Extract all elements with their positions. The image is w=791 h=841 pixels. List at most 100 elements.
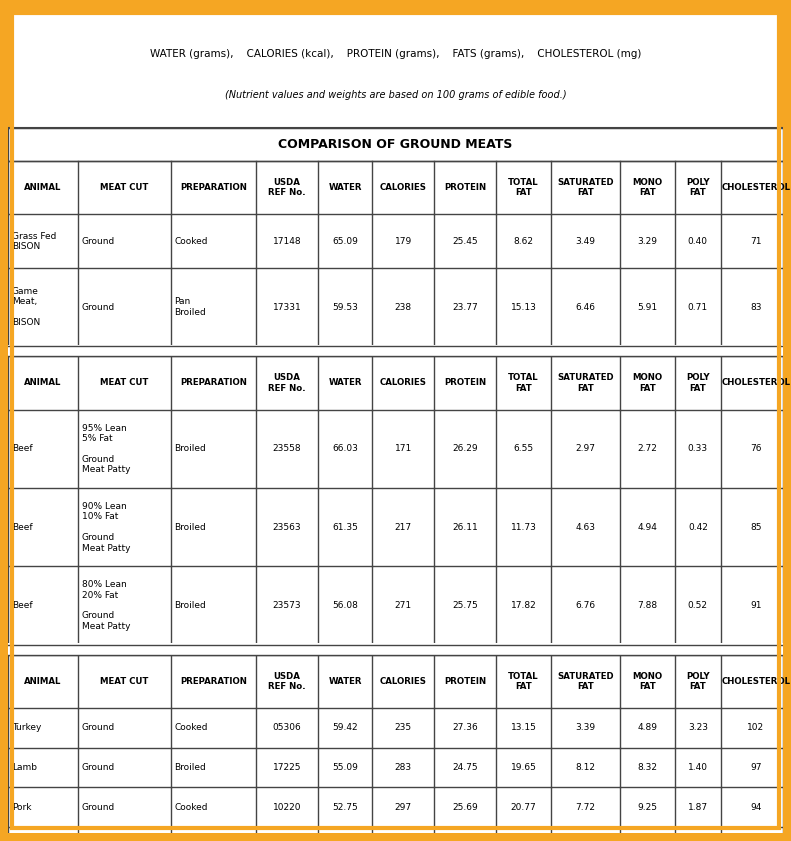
Text: 23558: 23558 <box>273 444 301 453</box>
Bar <box>434 410 496 488</box>
Text: 3.29: 3.29 <box>638 236 657 246</box>
Bar <box>620 214 675 268</box>
Bar <box>434 827 496 841</box>
Bar <box>721 708 791 748</box>
Text: CALORIES: CALORIES <box>380 183 427 193</box>
Text: Broiled: Broiled <box>175 763 206 772</box>
Bar <box>675 566 721 645</box>
Text: TOTAL
FAT: TOTAL FAT <box>508 672 539 691</box>
Text: Broiled: Broiled <box>175 601 206 610</box>
Text: 238: 238 <box>395 303 412 312</box>
Bar <box>721 748 791 787</box>
Bar <box>373 488 434 566</box>
Text: 0.52: 0.52 <box>688 601 708 610</box>
Bar <box>551 268 620 346</box>
Text: PROTEIN: PROTEIN <box>445 378 486 388</box>
Bar <box>373 654 434 708</box>
Bar <box>551 161 620 214</box>
Text: 17331: 17331 <box>273 303 301 312</box>
Text: (Nutrient values and weights are based on 100 grams of edible food.): (Nutrient values and weights are based o… <box>225 90 566 100</box>
Bar <box>551 566 620 645</box>
Bar <box>256 787 318 827</box>
Text: 66.03: 66.03 <box>332 444 358 453</box>
Text: 4.94: 4.94 <box>638 523 657 532</box>
Text: Pan
Broiled: Pan Broiled <box>175 298 206 317</box>
Bar <box>256 357 318 410</box>
Text: 23.77: 23.77 <box>452 303 478 312</box>
Bar <box>434 357 496 410</box>
Bar <box>721 566 791 645</box>
Bar <box>496 214 551 268</box>
Text: 59.53: 59.53 <box>332 303 358 312</box>
Bar <box>434 654 496 708</box>
Text: USDA
REF No.: USDA REF No. <box>268 373 306 393</box>
Text: Pork: Pork <box>12 802 32 812</box>
Text: POLY
FAT: POLY FAT <box>686 178 710 198</box>
Text: 7.88: 7.88 <box>638 601 657 610</box>
Text: Beef: Beef <box>12 444 32 453</box>
Text: 0.33: 0.33 <box>687 444 708 453</box>
Text: 05306: 05306 <box>273 723 301 733</box>
Bar <box>78 654 171 708</box>
Text: SATURATED
FAT: SATURATED FAT <box>557 672 614 691</box>
Bar <box>8 214 78 268</box>
Text: 97: 97 <box>750 763 762 772</box>
Bar <box>496 787 551 827</box>
Text: 283: 283 <box>395 763 412 772</box>
Text: 0.42: 0.42 <box>688 523 708 532</box>
Bar <box>78 787 171 827</box>
Text: 1.87: 1.87 <box>687 802 708 812</box>
Bar <box>373 748 434 787</box>
Bar <box>318 214 373 268</box>
Text: 8.32: 8.32 <box>638 763 657 772</box>
Text: ANIMAL: ANIMAL <box>24 378 62 388</box>
Bar <box>620 410 675 488</box>
Text: 217: 217 <box>395 523 412 532</box>
Bar <box>256 488 318 566</box>
Text: 8.62: 8.62 <box>513 236 533 246</box>
Text: 13.15: 13.15 <box>510 723 536 733</box>
Text: MEAT CUT: MEAT CUT <box>100 183 149 193</box>
Bar <box>620 787 675 827</box>
Bar <box>78 488 171 566</box>
Bar <box>434 708 496 748</box>
Bar <box>620 161 675 214</box>
Text: Beef: Beef <box>12 601 32 610</box>
Bar <box>675 268 721 346</box>
Text: 3.23: 3.23 <box>688 723 708 733</box>
Text: USDA
REF No.: USDA REF No. <box>268 672 306 691</box>
Bar <box>675 787 721 827</box>
Text: Ground: Ground <box>81 236 115 246</box>
Text: POLY
FAT: POLY FAT <box>686 672 710 691</box>
Text: 0.40: 0.40 <box>688 236 708 246</box>
Bar <box>256 268 318 346</box>
Text: Cooked: Cooked <box>175 236 208 246</box>
Text: 4.63: 4.63 <box>575 523 596 532</box>
Bar <box>721 654 791 708</box>
FancyBboxPatch shape <box>8 8 783 833</box>
Bar <box>434 488 496 566</box>
Text: Ground: Ground <box>81 723 115 733</box>
Bar <box>721 268 791 346</box>
Bar <box>8 268 78 346</box>
Text: 23573: 23573 <box>273 601 301 610</box>
Bar <box>675 827 721 841</box>
Text: WATER: WATER <box>328 378 361 388</box>
Bar <box>78 268 171 346</box>
Text: 9.25: 9.25 <box>638 802 657 812</box>
Bar <box>78 214 171 268</box>
Text: Cooked: Cooked <box>175 723 208 733</box>
Bar <box>318 827 373 841</box>
Text: 3.39: 3.39 <box>575 723 596 733</box>
Text: WATER (grams),    CALORIES (kcal),    PROTEIN (grams),    FATS (grams),    CHOLE: WATER (grams), CALORIES (kcal), PROTEIN … <box>149 49 642 59</box>
Text: MEAT CUT: MEAT CUT <box>100 677 149 686</box>
Bar <box>721 827 791 841</box>
Text: ANIMAL: ANIMAL <box>24 677 62 686</box>
Bar <box>496 566 551 645</box>
Text: 85: 85 <box>750 523 762 532</box>
Text: MONO
FAT: MONO FAT <box>632 672 663 691</box>
Text: COMPARISON OF GROUND MEATS: COMPARISON OF GROUND MEATS <box>278 138 513 151</box>
Text: 6.55: 6.55 <box>513 444 533 453</box>
Bar <box>551 410 620 488</box>
Bar <box>256 827 318 841</box>
